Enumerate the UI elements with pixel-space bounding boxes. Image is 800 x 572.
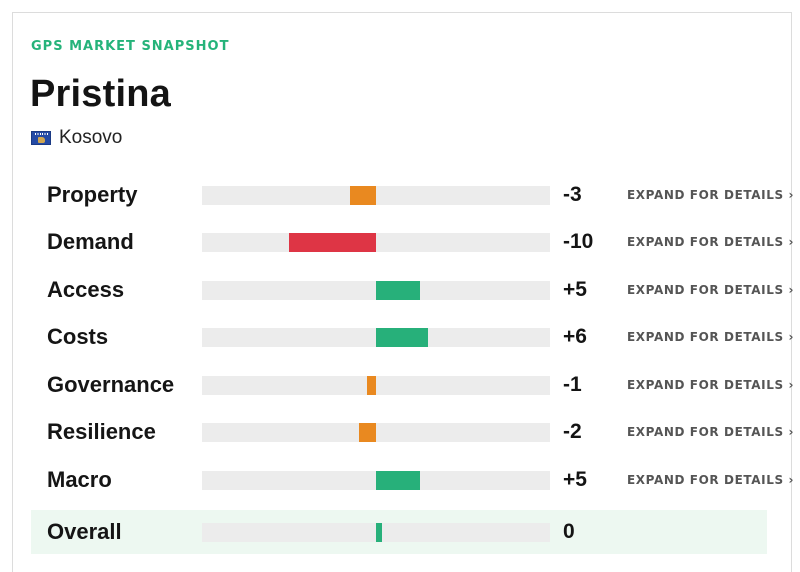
metric-score: +5 bbox=[563, 468, 587, 491]
metric-label: Governance bbox=[47, 372, 175, 397]
score-bar-track bbox=[202, 376, 550, 395]
metric-row-resilience[interactable]: Resilience -2 EXPAND FOR DETAILS › bbox=[31, 410, 793, 454]
metric-score: -3 bbox=[563, 183, 582, 206]
metric-score: -1 bbox=[563, 373, 582, 396]
metric-row-macro[interactable]: Macro +5 EXPAND FOR DETAILS › bbox=[31, 458, 793, 502]
city-title: Pristina bbox=[30, 73, 171, 115]
metric-score: +5 bbox=[563, 278, 587, 301]
country-name: Kosovo bbox=[59, 127, 123, 148]
metric-row-governance[interactable]: Governance -1 EXPAND FOR DETAILS › bbox=[31, 363, 793, 407]
expand-details-link[interactable]: EXPAND FOR DETAILS › bbox=[627, 188, 795, 202]
metric-score: 0 bbox=[563, 520, 575, 543]
score-bar-fill bbox=[376, 328, 429, 347]
expand-details-link[interactable]: EXPAND FOR DETAILS › bbox=[627, 235, 795, 249]
score-bar-fill bbox=[376, 523, 382, 542]
metric-label: Property bbox=[47, 182, 138, 207]
metric-label: Access bbox=[47, 277, 125, 302]
metric-row-property[interactable]: Property -3 EXPAND FOR DETAILS › bbox=[31, 173, 793, 217]
score-bar-track bbox=[202, 471, 550, 490]
expand-details-link[interactable]: EXPAND FOR DETAILS › bbox=[627, 378, 795, 392]
section-eyebrow: GPS MARKET SNAPSHOT bbox=[31, 39, 230, 54]
metric-score: -2 bbox=[563, 420, 582, 443]
expand-details-link[interactable]: EXPAND FOR DETAILS › bbox=[627, 425, 795, 439]
metric-score: +6 bbox=[563, 325, 587, 348]
score-bar-track bbox=[202, 423, 550, 442]
country-line: Kosovo bbox=[31, 127, 122, 149]
score-bar-track bbox=[202, 281, 550, 300]
expand-details-link[interactable]: EXPAND FOR DETAILS › bbox=[627, 473, 795, 487]
metric-label: Demand bbox=[47, 229, 134, 254]
metric-row-costs[interactable]: Costs +6 EXPAND FOR DETAILS › bbox=[31, 315, 793, 359]
score-bar-track bbox=[202, 523, 550, 542]
score-bar-fill bbox=[358, 423, 376, 442]
metric-score: -10 bbox=[563, 230, 594, 253]
metric-row-access[interactable]: Access +5 EXPAND FOR DETAILS › bbox=[31, 268, 793, 312]
score-bar-fill bbox=[376, 281, 420, 300]
score-bar-fill bbox=[349, 186, 376, 205]
score-bar-track bbox=[202, 328, 550, 347]
metric-label: Macro bbox=[47, 467, 112, 492]
score-bar-fill bbox=[289, 233, 376, 252]
metric-label: Overall bbox=[47, 519, 122, 544]
metric-label: Resilience bbox=[47, 419, 156, 444]
score-bar-fill bbox=[376, 471, 420, 490]
score-bar-track bbox=[202, 186, 550, 205]
expand-details-link[interactable]: EXPAND FOR DETAILS › bbox=[627, 330, 795, 344]
market-snapshot-card: GPS MARKET SNAPSHOT Pristina Kosovo Prop… bbox=[12, 12, 793, 572]
kosovo-flag-icon bbox=[31, 131, 51, 145]
metric-label: Costs bbox=[47, 324, 109, 349]
score-bar-fill bbox=[367, 376, 376, 395]
score-bar-track bbox=[202, 233, 550, 252]
overall-row: Overall 0 bbox=[31, 510, 767, 554]
expand-details-link[interactable]: EXPAND FOR DETAILS › bbox=[627, 283, 795, 297]
metric-row-demand[interactable]: Demand -10 EXPAND FOR DETAILS › bbox=[31, 220, 793, 264]
